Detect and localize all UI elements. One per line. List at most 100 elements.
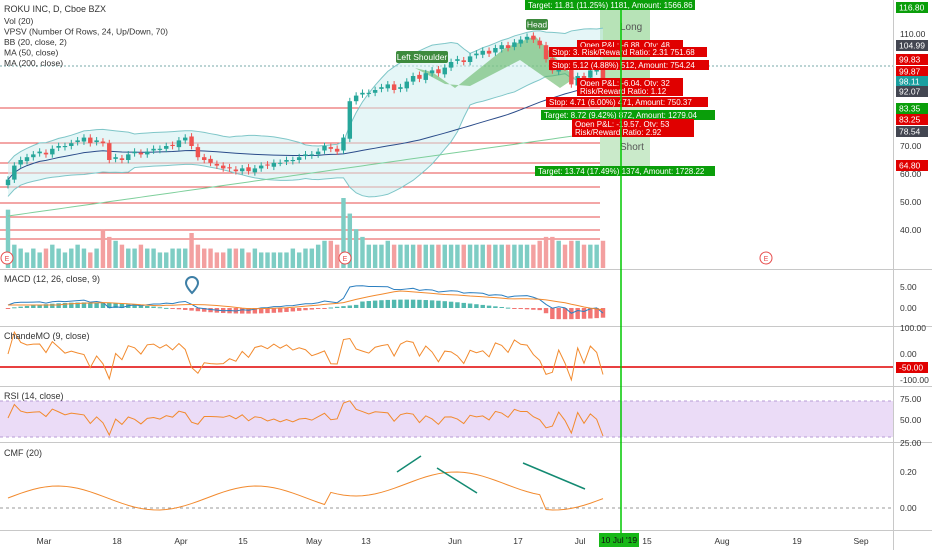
macd-hist [499,306,504,308]
volume-bar [461,244,466,268]
candle-body [31,154,36,158]
macd-hist [550,308,555,320]
trade-label-bg [549,47,707,57]
price-tick: 60.00 [900,169,922,179]
macd-hist [404,299,409,308]
candle-body [252,168,258,173]
rsi-title[interactable]: RSI (14, close) [4,391,64,401]
volume-bar [569,240,574,268]
macd-tick: 5.00 [900,282,917,292]
candle-body [322,146,327,151]
volume-bar [24,252,30,268]
earnings-marker-2: E [343,256,348,263]
macd-hist [518,308,523,309]
macd-hist [372,300,378,308]
macd-hist [277,308,283,313]
volume-bar [62,252,68,268]
volume-bar [391,244,397,268]
macd-hist [18,306,23,308]
trade-label: Risk/Reward Ratio: 2.92 [575,128,662,137]
candle-body [277,162,283,164]
map-pin-icon[interactable] [184,276,200,295]
candle-body [202,157,207,160]
macd-hist [410,299,416,308]
macd-hist [385,299,391,308]
volume-bar [493,244,498,268]
macd-hist [322,308,327,309]
cmo-tick: -100.00 [900,375,929,385]
price-badge: 104.99 [899,41,925,51]
price-axis[interactable]: 110.00100.0090.0080.0070.0060.0050.0040.… [896,2,928,235]
volume-bar [537,240,542,268]
earnings-markers[interactable]: E E E [0,251,773,265]
candle-body [290,160,296,162]
rsi-tick: 25.00 [900,438,922,448]
volume-bar [94,248,99,268]
macd-tick: 0.00 [900,303,917,313]
volume-bar [246,252,251,268]
macd-hist [448,301,454,308]
candle-body [258,165,264,169]
candle-body [537,40,542,46]
price-badge: 92.07 [899,87,921,97]
candle-body [341,137,346,151]
symbol-title[interactable]: ROKU INC, D, Cboe BZX [4,4,106,14]
macd-title[interactable]: MACD (12, 26, close, 9) [4,274,100,284]
volume-bar [436,244,441,268]
volume-bar [480,244,485,268]
volume-bar [455,244,460,268]
macd-hist [31,305,36,308]
macd-hist [442,301,447,308]
macd-hist [524,308,530,310]
macd-hist [119,303,125,308]
short-label: Short [620,142,644,153]
volume-bar [239,248,245,268]
volume-bar [550,236,555,268]
macd-hist [100,302,106,308]
candle-body [404,81,409,89]
rsi-tick: 50.00 [900,415,922,425]
volume-bar [518,244,523,268]
candle-body [56,146,61,148]
macd-hist [353,304,359,308]
candle-body [132,151,137,154]
candle-body [505,45,511,48]
candle-body [43,152,49,155]
price-badge-bg [896,40,928,51]
volume-bar [575,240,580,268]
candle-body [531,35,536,40]
volume-bar [164,252,169,268]
macd-hist [474,304,479,308]
trade-label: Open P&L: -6.88, Qty: 48 [580,41,670,50]
svg-text:Left Shoulder: Left Shoulder [397,52,448,62]
indicator-legend[interactable]: Vol (20)VPSV (Number Of Rows, 24, Up/Dow… [4,16,168,68]
macd-hist [296,308,302,311]
candle-body [284,160,289,162]
volume-bar [467,244,473,268]
candle-body [170,144,175,146]
candle-body [474,53,479,56]
volume-bar [353,229,359,268]
price-badge: 78.54 [899,127,921,137]
price-badge-bg [896,103,928,114]
volume-bar [214,252,220,268]
candle-body [512,42,517,47]
left-shoulder-tag[interactable]: Left Shoulder [396,51,448,63]
volume-bar [50,244,55,268]
head-tag[interactable]: Head [526,19,548,30]
volume-bar [442,244,447,268]
volume-bar [227,248,232,268]
candle-body [455,59,460,61]
cmo-title[interactable]: ChandeMO (9, close) [4,331,90,341]
macd-hist [581,308,587,319]
volume-bar [81,248,87,268]
macd-hist [157,307,163,309]
cmf-title[interactable]: CMF (20) [4,448,42,458]
time-axis[interactable]: Mar 18 Apr 15 May 13 Jun 17 Jul 15 Aug 19 Sep [37,536,869,546]
candle-body [429,70,435,74]
volume-bar [360,236,365,268]
time-tick: May [306,536,323,546]
candle-body [37,151,42,154]
cmf-tick: 0.00 [900,503,917,513]
